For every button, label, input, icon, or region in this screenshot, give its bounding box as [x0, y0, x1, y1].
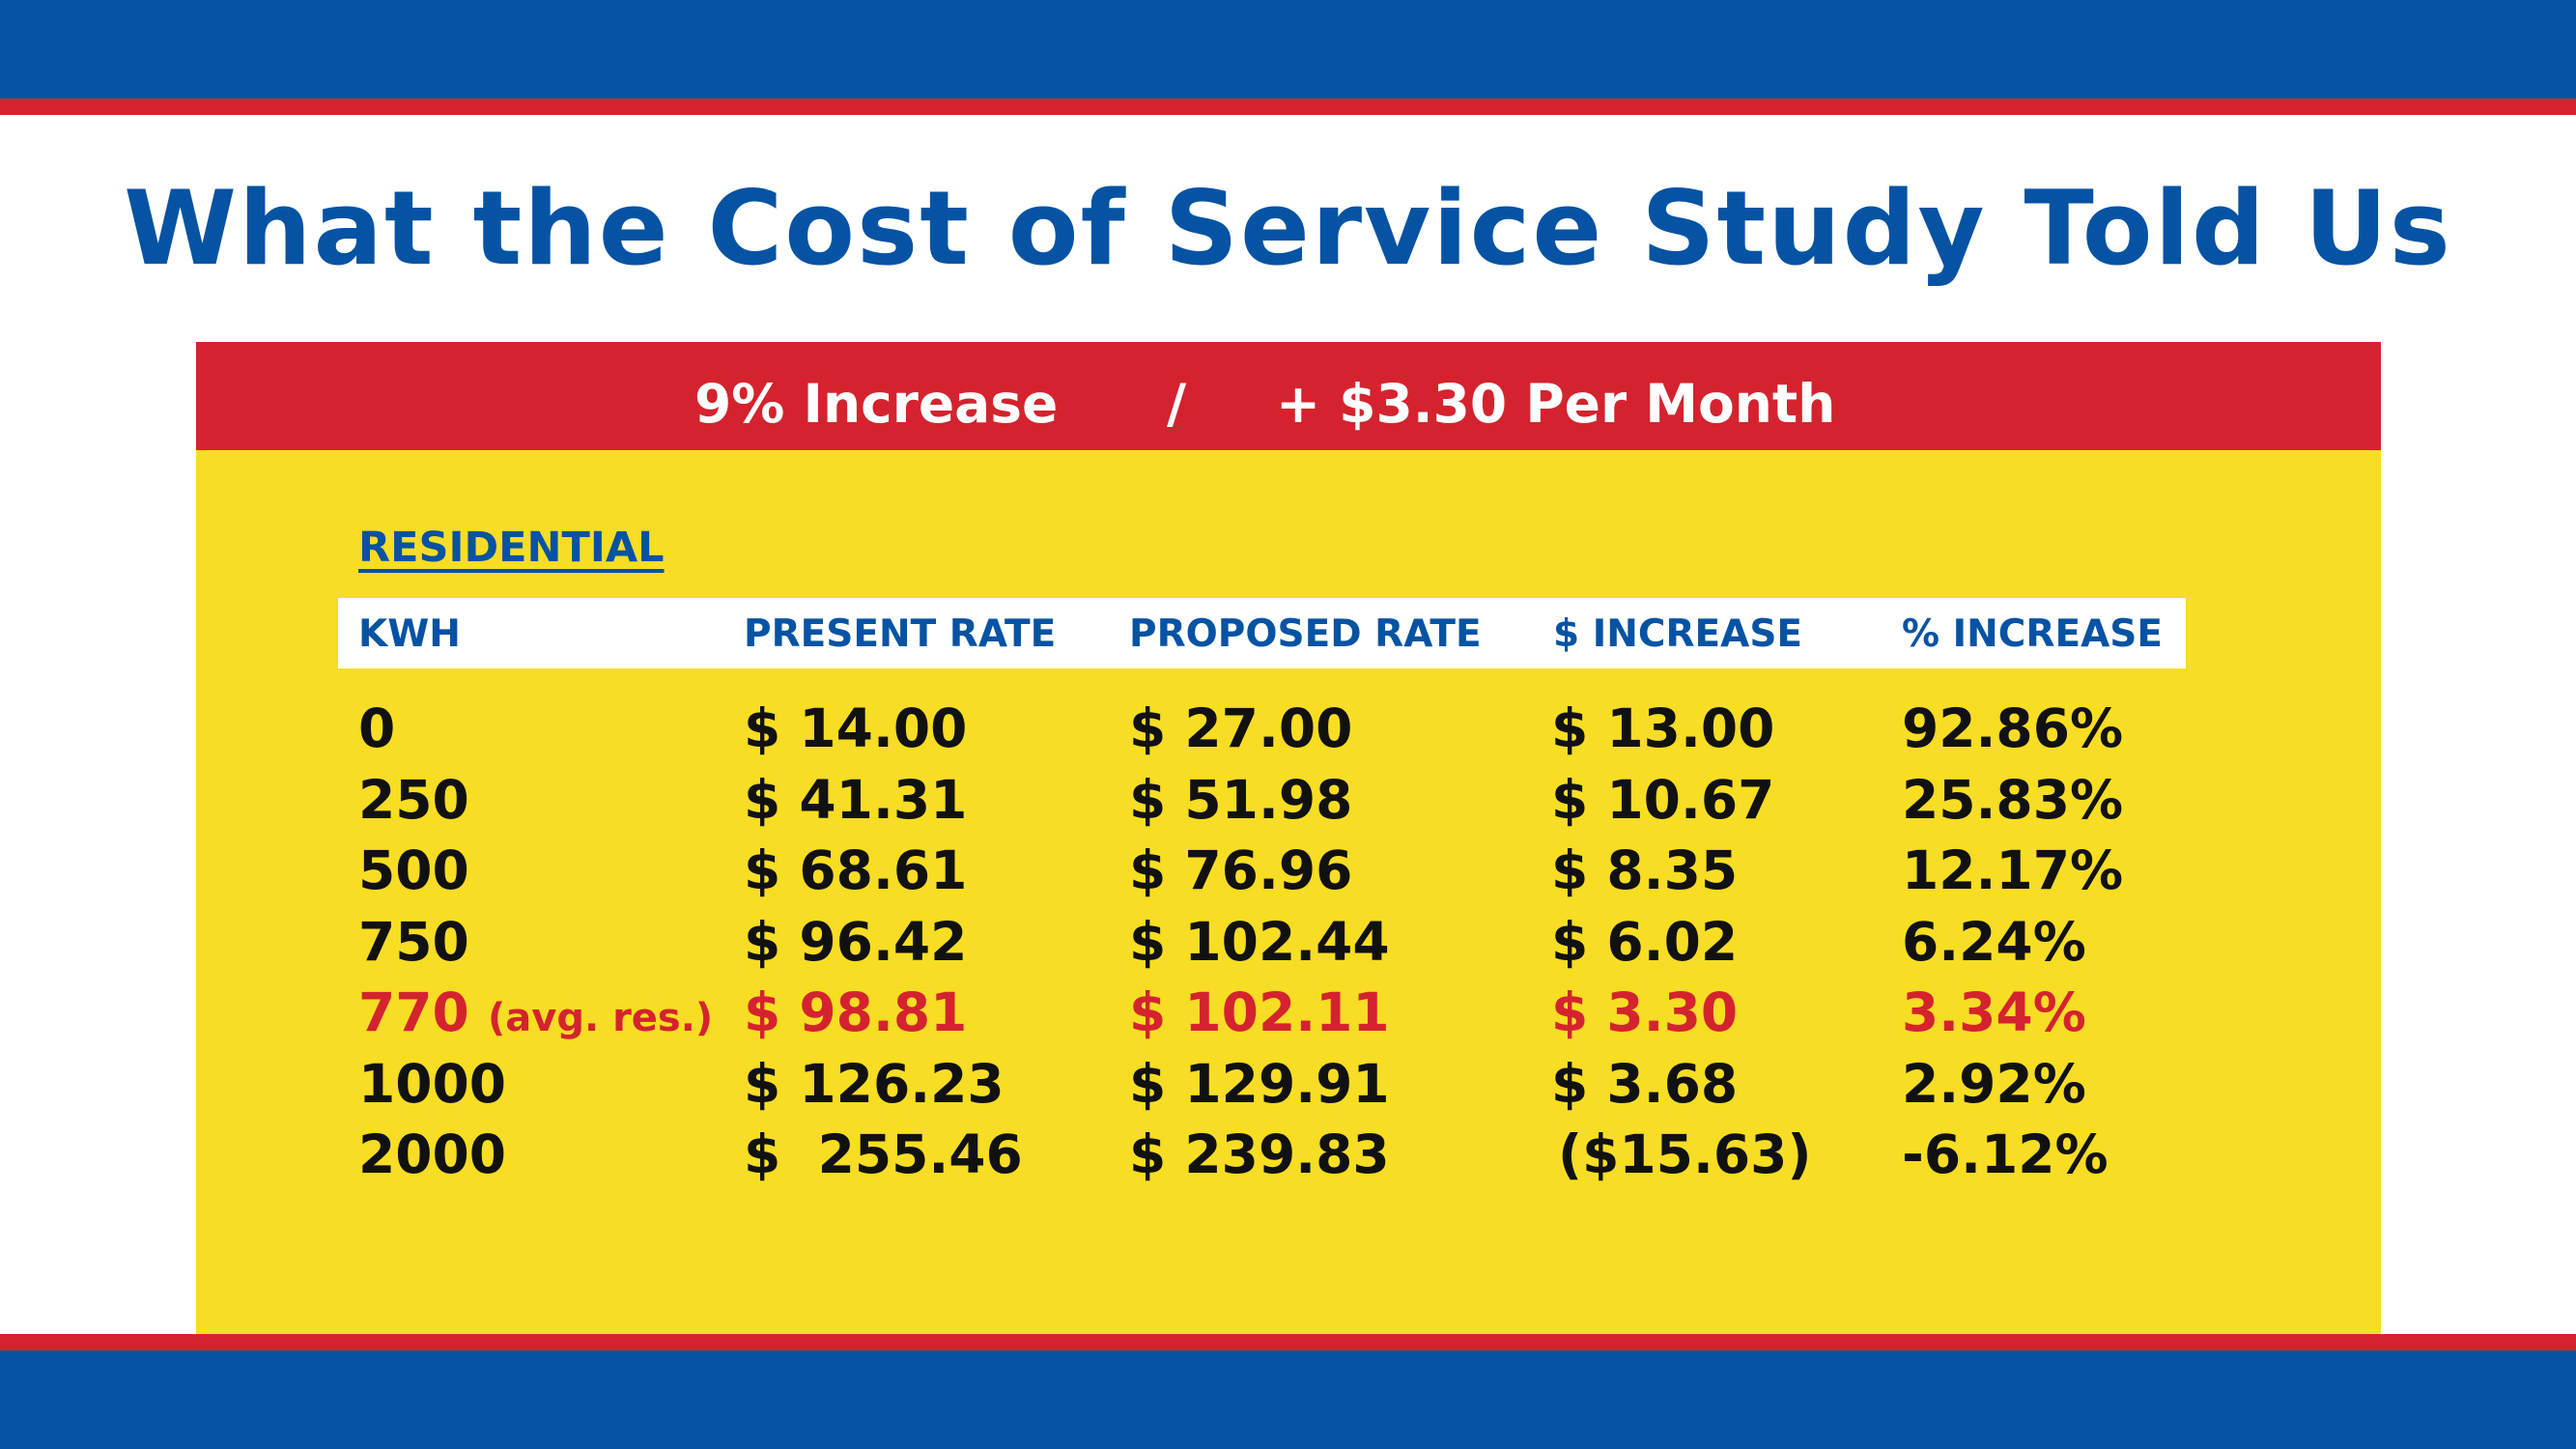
present-rate-cell: $ 96.42 — [744, 911, 968, 973]
banner-percent-increase: 9% Increase — [694, 373, 1059, 435]
table-row: 1000 $ 126.23 $ 129.91 $ 3.68 2.92% — [196, 1048, 2381, 1120]
kwh-cell: 2000 — [358, 1123, 507, 1185]
percent-increase-cell: 3.34% — [1902, 981, 2086, 1043]
section-label-residential: RESIDENTIAL — [358, 524, 665, 572]
percent-increase-cell: 25.83% — [1902, 769, 2124, 831]
percent-increase-cell: 2.92% — [1902, 1053, 2086, 1115]
proposed-rate-cell: $ 27.00 — [1129, 697, 1353, 759]
table-row-average-residential: 770 (avg. res.) $ 98.81 $ 102.11 $ 3.30 … — [196, 977, 2381, 1048]
top-red-stripe — [0, 99, 2576, 115]
percent-increase-cell: 92.86% — [1902, 697, 2124, 759]
dollar-increase-cell: $ 3.30 — [1551, 981, 1739, 1043]
increase-banner: 9% Increase / + $3.30 Per Month — [196, 342, 2381, 450]
table-row: 500 $ 68.61 $ 76.96 $ 8.35 12.17% — [196, 835, 2381, 906]
kwh-cell: 500 — [358, 839, 469, 901]
kwh-cell: 1000 — [358, 1053, 507, 1115]
proposed-rate-cell: $ 102.44 — [1129, 911, 1390, 973]
bottom-blue-band — [0, 1350, 2576, 1449]
present-rate-cell: $ 255.46 — [744, 1123, 1023, 1185]
rate-panel: 9% Increase / + $3.30 Per Month RESIDENT… — [196, 342, 2381, 1334]
proposed-rate-cell: $ 102.11 — [1129, 981, 1390, 1043]
kwh-cell: 750 — [358, 911, 469, 973]
column-header-proposed-rate: PROPOSED RATE — [1129, 612, 1482, 656]
dollar-increase-cell: ($15.63) — [1558, 1123, 1812, 1185]
dollar-increase-cell: $ 6.02 — [1551, 911, 1739, 973]
page-title: What the Cost of Service Study Told Us — [124, 169, 2452, 288]
percent-increase-cell: -6.12% — [1902, 1123, 2109, 1185]
top-blue-band — [0, 0, 2576, 99]
proposed-rate-cell: $ 129.91 — [1129, 1053, 1390, 1115]
banner-separator: / — [1167, 373, 1187, 435]
proposed-rate-cell: $ 76.96 — [1129, 839, 1353, 901]
table-row: 0 $ 14.00 $ 27.00 $ 13.00 92.86% — [196, 693, 2381, 764]
table-row: 250 $ 41.31 $ 51.98 $ 10.67 25.83% — [196, 764, 2381, 836]
present-rate-cell: $ 41.31 — [744, 769, 968, 831]
dollar-increase-cell: $ 10.67 — [1551, 769, 1775, 831]
dollar-increase-cell: $ 13.00 — [1551, 697, 1775, 759]
percent-increase-cell: 12.17% — [1902, 839, 2124, 901]
column-header-present-rate: PRESENT RATE — [744, 612, 1057, 656]
bottom-red-stripe — [0, 1334, 2576, 1350]
column-header-bar — [338, 598, 2186, 668]
banner-monthly-increase: + $3.30 Per Month — [1276, 373, 1836, 435]
kwh-cell: 250 — [358, 769, 469, 831]
column-header-dollar-increase: $ INCREASE — [1553, 612, 1803, 656]
column-header-kwh: KWH — [358, 612, 461, 656]
table-row: 750 $ 96.42 $ 102.44 $ 6.02 6.24% — [196, 906, 2381, 978]
present-rate-cell: $ 126.23 — [744, 1053, 1005, 1115]
kwh-value: 770 — [358, 981, 469, 1043]
kwh-cell: 770 (avg. res.) — [358, 977, 713, 1054]
dollar-increase-cell: $ 8.35 — [1551, 839, 1739, 901]
proposed-rate-cell: $ 239.83 — [1129, 1123, 1390, 1185]
table-row: 2000 $ 255.46 $ 239.83 ($15.63) -6.12% — [196, 1119, 2381, 1190]
average-residential-note: (avg. res.) — [487, 996, 714, 1040]
column-header-percent-increase: % INCREASE — [1902, 612, 2164, 656]
kwh-cell: 0 — [358, 697, 396, 759]
proposed-rate-cell: $ 51.98 — [1129, 769, 1353, 831]
present-rate-cell: $ 98.81 — [744, 981, 968, 1043]
present-rate-cell: $ 14.00 — [744, 697, 968, 759]
percent-increase-cell: 6.24% — [1902, 911, 2086, 973]
dollar-increase-cell: $ 3.68 — [1551, 1053, 1739, 1115]
present-rate-cell: $ 68.61 — [744, 839, 968, 901]
